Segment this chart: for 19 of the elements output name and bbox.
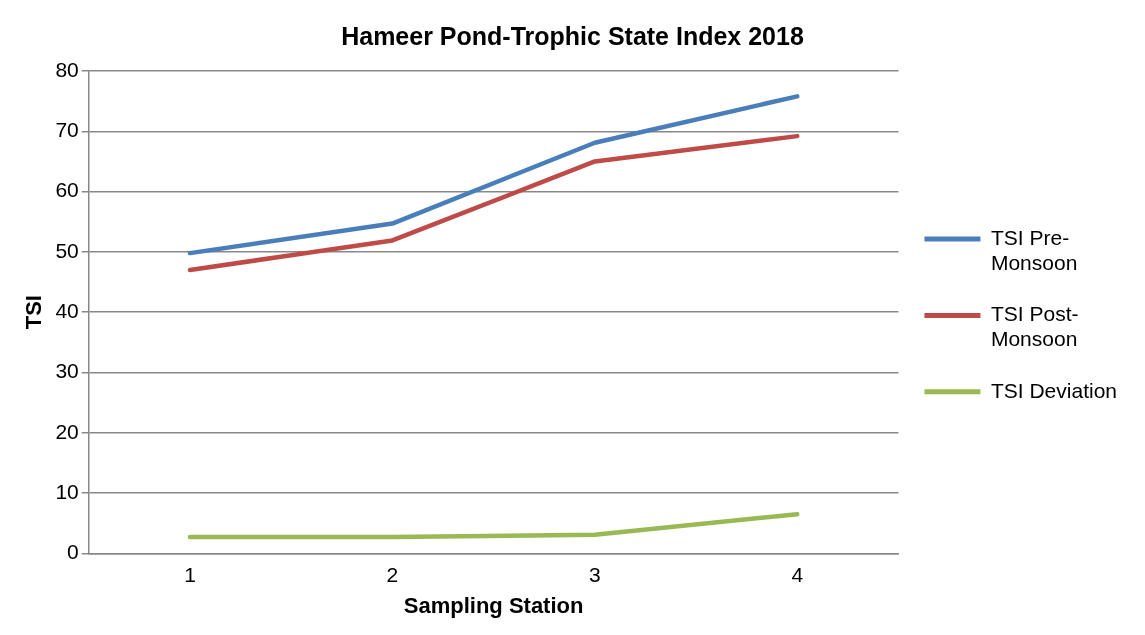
y-tick-label: 70 xyxy=(55,118,79,142)
x-axis-title: Sampling Station xyxy=(403,592,584,618)
y-tick-label: 40 xyxy=(55,299,79,322)
y-tick-label: 60 xyxy=(55,178,79,202)
y-axis-title: TSI xyxy=(21,295,47,330)
y-tick-label: 20 xyxy=(55,419,79,443)
legend-label: TSI Pre-Monsoon xyxy=(990,225,1078,274)
y-tick-label: 0 xyxy=(67,540,79,564)
x-tick-label: 4 xyxy=(791,562,804,586)
x-tick-label: 2 xyxy=(386,562,399,586)
legend-label: TSI Deviation xyxy=(990,378,1118,402)
legend-label: TSI Post-Monsoon xyxy=(990,302,1079,351)
x-tick-label: 1 xyxy=(184,562,196,586)
y-tick-label: 80 xyxy=(55,57,79,81)
y-tick-label: 50 xyxy=(55,238,79,262)
y-tick-label: 30 xyxy=(55,359,79,383)
y-tick-label: 10 xyxy=(55,479,79,503)
x-tick-label: 3 xyxy=(588,562,601,586)
chart-title: Hameer Pond-Trophic State Index 2018 xyxy=(341,21,804,50)
